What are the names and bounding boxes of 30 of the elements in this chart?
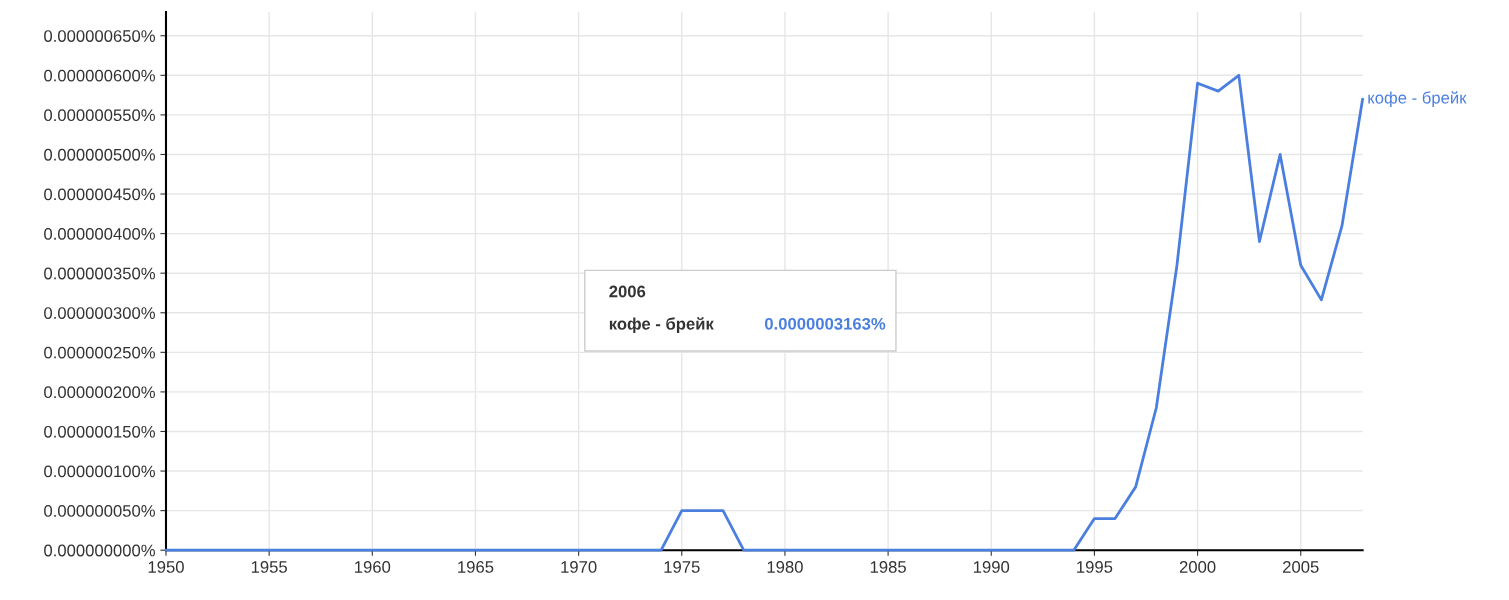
series-label: кофе - брейк [1368, 91, 1467, 107]
y-tick-label: 0.000000350% [44, 267, 155, 280]
annotation: 0.0000003163% [764, 317, 886, 330]
y-tick-label: 0.000000500% [44, 148, 155, 161]
x-tick-label: 1965 [458, 561, 494, 573]
y-tick-label: 0.000000050% [44, 505, 155, 517]
y-tick-label: 0.000000650% [44, 30, 155, 42]
y-tick-label: 0.000000450% [44, 188, 155, 201]
y-tick-label: 0.000000400% [44, 228, 155, 240]
x-tick-label: 2005 [1283, 561, 1319, 573]
x-tick-label: 1995 [1077, 561, 1113, 573]
y-tick-label: 0.000000100% [44, 465, 155, 478]
y-tick-label: 0.000000600% [44, 69, 155, 82]
x-tick-label: 1990 [973, 561, 1010, 573]
x-tick-label: 1985 [870, 561, 906, 573]
x-tick-label: 1955 [251, 561, 287, 573]
y-tick-label: 0.000000200% [44, 386, 155, 399]
y-tick-label: 0.000000550% [44, 109, 155, 122]
x-tick-label: 1980 [767, 561, 803, 573]
y-tick-label: 0.000000150% [44, 425, 155, 438]
x-tick-label: 1975 [664, 561, 700, 573]
x-tick-label: 1960 [355, 561, 391, 573]
x-tick-label: 2000 [1179, 561, 1216, 573]
y-tick-label: 0.000000000% [44, 544, 155, 557]
annotation: кофе - брейк [609, 317, 714, 333]
x-tick-label: 1970 [561, 561, 597, 573]
y-tick-label: 0.000000300% [44, 307, 155, 319]
y-tick-label: 0.000000250% [44, 346, 155, 359]
annotation: 2006 [609, 285, 646, 298]
x-tick-label: 1950 [148, 561, 184, 573]
